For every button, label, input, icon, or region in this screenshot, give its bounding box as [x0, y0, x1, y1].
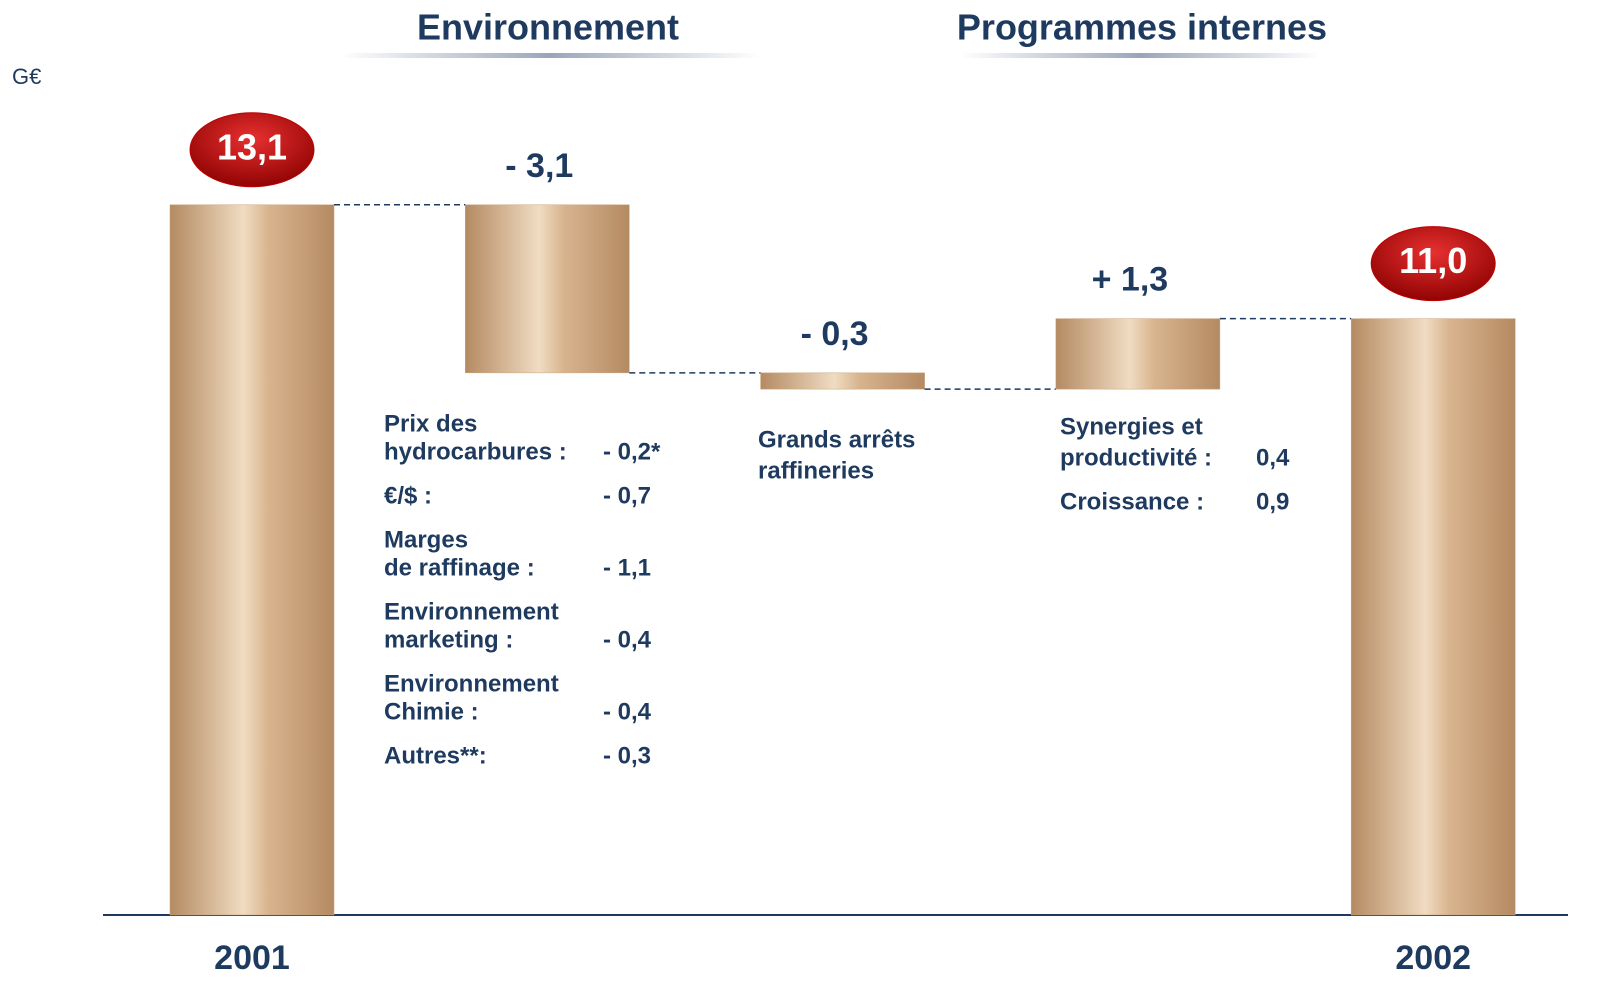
group-underline: [960, 53, 1320, 58]
detail-value: 0,9: [1256, 488, 1289, 515]
detail-label: Environnement: [384, 670, 559, 697]
detail-label: Chimie :: [384, 698, 479, 725]
detail-value: - 0,4: [603, 626, 652, 653]
detail-value: - 0,2*: [603, 438, 661, 465]
detail-label: Prix des: [384, 410, 477, 437]
detail-value: - 0,7: [603, 482, 651, 509]
group-label: Environnement: [417, 7, 679, 48]
detail-value: - 0,4: [603, 698, 652, 725]
detail-value: - 0,3: [603, 742, 651, 769]
unit-label: G€: [12, 64, 41, 89]
detail-label: €/$ :: [384, 482, 432, 509]
value-label: 11,0: [1399, 240, 1467, 281]
bar: [169, 204, 335, 916]
detail-label: Croissance :: [1060, 488, 1204, 515]
value-label: - 0,3: [801, 315, 869, 353]
value-label: 13,1: [217, 126, 287, 167]
value-label: - 3,1: [505, 147, 573, 185]
value-badge: [1370, 226, 1496, 302]
detail-label: Environnement: [384, 598, 559, 625]
detail-label: Grands arrêts: [758, 426, 915, 453]
x-tick-label: 2001: [214, 939, 290, 977]
bar: [465, 204, 630, 374]
detail-value: 0,4: [1256, 444, 1290, 471]
detail-label: Autres**:: [384, 742, 487, 769]
x-tick-label: 2002: [1395, 939, 1471, 977]
detail-label: raffineries: [758, 457, 874, 484]
detail-label: productivité :: [1060, 444, 1212, 471]
detail-label: Synergies et: [1060, 413, 1203, 440]
bar: [1055, 318, 1221, 390]
detail-value: - 1,1: [603, 554, 651, 581]
group-label: Programmes internes: [957, 7, 1327, 48]
bar: [760, 372, 925, 390]
group-underline: [340, 53, 760, 58]
detail-label: de raffinage :: [384, 554, 535, 581]
detail-label: Marges: [384, 526, 468, 553]
value-badge: [189, 112, 315, 188]
detail-label: marketing :: [384, 626, 513, 653]
value-label: + 1,3: [1092, 261, 1169, 299]
detail-label: hydrocarbures :: [384, 438, 567, 465]
bar: [1350, 318, 1516, 916]
